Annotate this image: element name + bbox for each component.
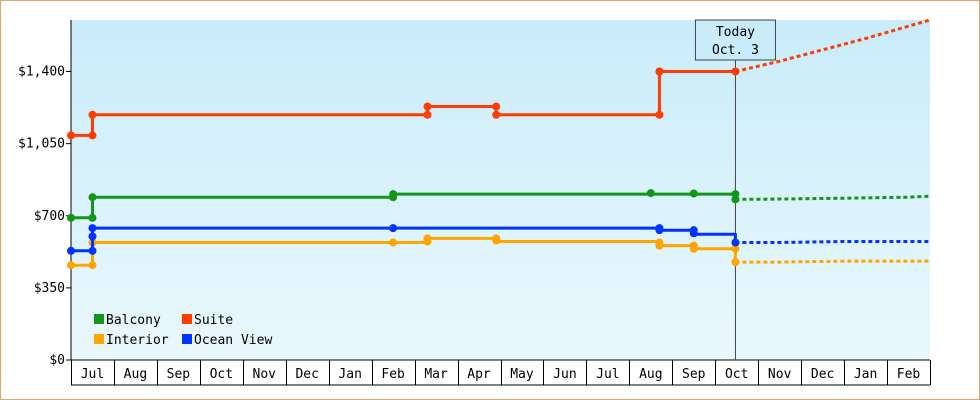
today-marker: Today Oct. 3 — [694, 19, 776, 360]
data-point-suite — [423, 110, 432, 119]
x-tick-label: Sep — [167, 367, 191, 382]
y-tick-label: $350 — [34, 281, 65, 296]
data-point-ocean-view — [67, 246, 75, 255]
x-tick-label: Oct — [210, 367, 233, 382]
y-tick-label: $1,050 — [18, 137, 65, 152]
data-point-interior — [689, 244, 698, 253]
series-line-suite — [71, 70, 736, 137]
x-tick-label: Jul — [81, 367, 104, 382]
x-axis: Jul Aug Sep Oct Nov Dec Jan Feb Mar Apr May Jun Jul A… — [71, 359, 931, 386]
legend-item-ocean-view: Ocean View — [182, 333, 272, 348]
data-point-balcony — [88, 193, 97, 202]
x-tick-label: Jan — [338, 367, 361, 382]
legend-item-balcony: Balcony — [94, 313, 161, 328]
legend-swatch — [94, 314, 104, 324]
data-point-interior — [655, 241, 664, 250]
x-tick-label: Nov — [253, 367, 277, 382]
series-balcony — [67, 189, 931, 222]
data-point-balcony — [731, 195, 740, 204]
x-tick-label: Aug — [124, 367, 147, 382]
x-tick-label: Aug — [639, 367, 662, 382]
legend-label: Suite — [194, 313, 233, 328]
data-point-balcony — [646, 189, 655, 198]
legend-swatch — [94, 334, 104, 344]
legend-label: Ocean View — [194, 333, 272, 348]
data-point-suite — [88, 131, 97, 140]
x-tick-label: Dec — [295, 367, 318, 382]
series-layer — [67, 18, 931, 270]
x-tick-label: Mar — [424, 367, 448, 382]
forecast-line-balcony — [735, 194, 931, 201]
legend-label: Balcony — [106, 313, 161, 328]
data-point-suite — [492, 110, 501, 119]
legend-label: Interior — [106, 333, 169, 348]
legend: Balcony Suite Interior Ocean View — [94, 313, 272, 348]
data-point-suite — [423, 102, 432, 111]
data-point-ocean-view — [88, 232, 97, 241]
data-point-interior — [731, 258, 740, 267]
forecast-line-interior — [735, 259, 930, 264]
y-tick-label: $1,400 — [18, 65, 65, 80]
data-point-ocean-view — [655, 226, 664, 235]
data-point-ocean-view — [88, 224, 97, 233]
data-point-suite — [731, 67, 740, 76]
legend-item-interior: Interior — [94, 333, 169, 348]
x-tick-label: Jan — [854, 367, 877, 382]
x-tick-label: Feb — [381, 367, 405, 382]
data-point-balcony — [689, 189, 698, 198]
x-tick-label: Dec — [811, 367, 834, 382]
y-tick-label: $0 — [49, 353, 65, 368]
data-point-ocean-view — [88, 246, 97, 255]
data-point-suite — [655, 110, 664, 119]
x-tick-label: Sep — [682, 367, 706, 382]
today-label-box — [694, 19, 776, 61]
data-point-ocean-view — [389, 224, 398, 233]
today-date: Oct. 3 — [712, 43, 759, 58]
data-point-balcony — [88, 213, 97, 222]
data-point-balcony — [389, 190, 398, 199]
data-point-interior — [67, 261, 75, 270]
data-point-suite — [492, 102, 501, 111]
x-tick-label: Jun — [553, 367, 576, 382]
data-point-interior — [423, 234, 432, 243]
data-point-suite — [655, 67, 664, 76]
data-point-ocean-view — [731, 238, 740, 247]
x-tick-label: Feb — [897, 367, 921, 382]
legend-swatch — [182, 314, 192, 324]
data-point-interior — [492, 236, 501, 245]
data-point-suite — [67, 131, 75, 140]
data-point-interior — [389, 238, 398, 247]
forecast-line-suite — [735, 18, 931, 73]
forecast-line-ocean-view — [735, 240, 930, 244]
x-tick-label: Oct — [725, 367, 748, 382]
data-point-ocean-view — [689, 229, 698, 238]
x-tick-label: May — [510, 367, 534, 382]
data-point-suite — [88, 110, 97, 119]
data-point-balcony — [67, 213, 75, 222]
legend-item-suite: Suite — [182, 313, 233, 328]
data-point-interior — [731, 244, 740, 253]
legend-swatch — [182, 334, 192, 344]
series-suite — [67, 18, 931, 140]
x-tick-label: Nov — [768, 367, 792, 382]
today-label: Today — [716, 25, 755, 40]
x-tick-label: Apr — [467, 367, 491, 382]
x-tick-label: Jul — [596, 367, 619, 382]
y-tick-label: $700 — [34, 209, 65, 224]
y-axis: $0 $350 $700 $1,050 $1,400 — [18, 20, 72, 368]
plot-area — [71, 20, 930, 360]
data-point-interior — [88, 261, 97, 270]
series-ocean-view — [67, 224, 930, 255]
